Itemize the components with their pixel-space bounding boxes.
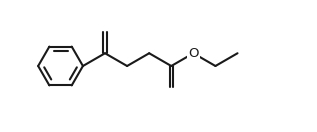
- Text: O: O: [188, 47, 199, 60]
